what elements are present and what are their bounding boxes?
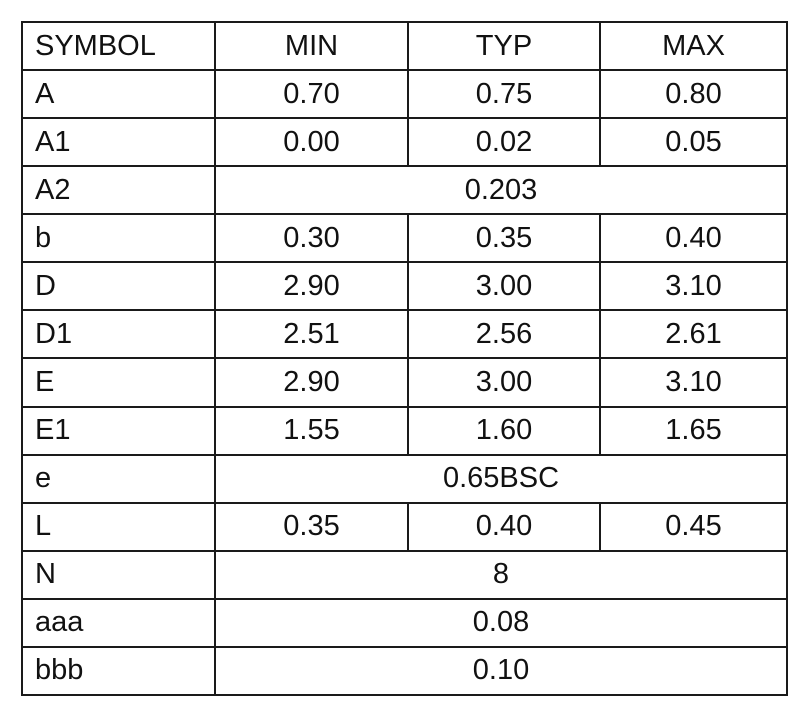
row-symbol: D1 — [21, 309, 216, 360]
row-typ: 0.75 — [407, 69, 601, 120]
table-row: e 0.65BSC — [21, 453, 788, 504]
row-symbol: A1 — [21, 117, 216, 168]
row-symbol: b — [21, 213, 216, 264]
table-row: N 8 — [21, 549, 788, 600]
table-row: D 2.90 3.00 3.10 — [21, 261, 788, 312]
row-symbol: aaa — [21, 597, 216, 648]
row-max: 0.80 — [599, 69, 788, 120]
row-max: 0.45 — [599, 501, 788, 552]
table-header-row: SYMBOL MIN TYP MAX — [21, 20, 788, 72]
table-row: E 2.90 3.00 3.10 — [21, 357, 788, 408]
row-span-value: 0.203 — [214, 165, 788, 216]
row-symbol: D — [21, 261, 216, 312]
row-symbol: A — [21, 69, 216, 120]
row-symbol: bbb — [21, 645, 216, 697]
table-row: D1 2.51 2.56 2.61 — [21, 309, 788, 360]
header-max: MAX — [599, 20, 788, 72]
row-typ: 2.56 — [407, 309, 601, 360]
table-row: bbb 0.10 — [21, 645, 788, 697]
row-typ: 0.35 — [407, 213, 601, 264]
dimension-table: SYMBOL MIN TYP MAX A 0.70 0.75 0.80 A1 0… — [21, 20, 788, 697]
row-min: 1.55 — [214, 405, 409, 456]
row-span-value: 0.65BSC — [214, 453, 788, 504]
row-span-value: 0.08 — [214, 597, 788, 648]
row-max: 0.40 — [599, 213, 788, 264]
row-min: 0.30 — [214, 213, 409, 264]
row-span-value: 0.10 — [214, 645, 788, 697]
header-symbol: SYMBOL — [21, 20, 216, 72]
row-min: 2.51 — [214, 309, 409, 360]
row-min: 2.90 — [214, 261, 409, 312]
row-symbol: E1 — [21, 405, 216, 456]
header-typ: TYP — [407, 20, 601, 72]
row-typ: 3.00 — [407, 261, 601, 312]
table-row: A1 0.00 0.02 0.05 — [21, 117, 788, 168]
table-row: L 0.35 0.40 0.45 — [21, 501, 788, 552]
row-symbol: N — [21, 549, 216, 600]
row-max: 2.61 — [599, 309, 788, 360]
row-typ: 0.40 — [407, 501, 601, 552]
table-row: A2 0.203 — [21, 165, 788, 216]
row-min: 0.00 — [214, 117, 409, 168]
row-symbol: e — [21, 453, 216, 504]
row-span-value: 8 — [214, 549, 788, 600]
row-max: 1.65 — [599, 405, 788, 456]
row-symbol: A2 — [21, 165, 216, 216]
row-symbol: L — [21, 501, 216, 552]
row-min: 2.90 — [214, 357, 409, 408]
table-row: E1 1.55 1.60 1.65 — [21, 405, 788, 456]
row-typ: 0.02 — [407, 117, 601, 168]
row-min: 0.70 — [214, 69, 409, 120]
table-row: b 0.30 0.35 0.40 — [21, 213, 788, 264]
row-max: 0.05 — [599, 117, 788, 168]
table-row: aaa 0.08 — [21, 597, 788, 648]
table-row: A 0.70 0.75 0.80 — [21, 69, 788, 120]
row-typ: 1.60 — [407, 405, 601, 456]
row-max: 3.10 — [599, 357, 788, 408]
header-min: MIN — [214, 20, 409, 72]
row-min: 0.35 — [214, 501, 409, 552]
row-symbol: E — [21, 357, 216, 408]
row-max: 3.10 — [599, 261, 788, 312]
row-typ: 3.00 — [407, 357, 601, 408]
